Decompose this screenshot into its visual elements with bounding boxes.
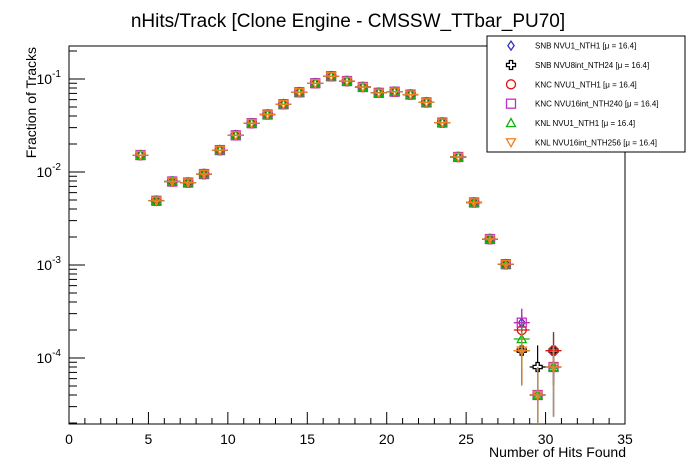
legend-entry: KNC NVU1_NTH1 [μ = 16.4] [505, 79, 637, 90]
legend-label: KNL NVU1_NTH1 [μ = 16.4] [535, 119, 635, 128]
marker-triangle-down [198, 169, 210, 180]
data-point [402, 90, 419, 101]
marker-triangle-down [325, 72, 337, 83]
marker-triangle-down [182, 178, 194, 189]
data-point [211, 145, 228, 156]
marker-triangle-down [341, 76, 353, 87]
legend-entry: KNL NVU16int_NTH256 [μ = 16.4] [505, 138, 657, 149]
data-point [339, 76, 355, 87]
y-tick-label: 10-2 [37, 162, 62, 180]
data-point [291, 88, 308, 99]
legend-entry: KNL NVU1_NTH1 [μ = 16.4] [505, 117, 635, 128]
marker-triangle-down [532, 390, 544, 401]
marker-triangle-up [505, 117, 517, 128]
data-point [196, 169, 212, 180]
data-point [386, 87, 403, 98]
marker-triangle-down [150, 196, 162, 207]
legend-label: KNC NVU1_NTH1 [μ = 16.4] [535, 80, 637, 89]
data-point [450, 152, 467, 163]
marker-triangle-down [230, 131, 242, 142]
legend-box [486, 35, 686, 153]
marker-cross [505, 59, 517, 71]
data-point [354, 82, 371, 93]
x-axis-label: Number of Hits Found [489, 444, 626, 460]
data-point [370, 88, 387, 99]
data-point [180, 178, 197, 189]
data-point [132, 150, 149, 161]
marker-triangle-down [246, 118, 258, 130]
marker-triangle-down [468, 198, 480, 209]
x-tick-label: 35 [617, 431, 633, 447]
legend-entry: SNB NVU1_NTH1 [μ = 16.4] [507, 40, 636, 52]
y-axis-label: Fraction of Tracks [23, 47, 39, 158]
marker-triangle-down [500, 259, 512, 271]
data-point [529, 367, 546, 424]
x-tick-label: 30 [538, 431, 554, 447]
data-point [164, 177, 181, 188]
legend-label: KNC NVU16int_NTH240 [μ = 16.4] [535, 100, 659, 109]
x-tick-label: 15 [299, 431, 315, 447]
marker-diamond [507, 40, 515, 52]
marker-triangle-down [261, 110, 274, 121]
marker-triangle-down [134, 150, 147, 161]
y-tick-label: 10-4 [37, 348, 62, 366]
data-point [434, 118, 451, 129]
x-tick-label: 10 [220, 431, 236, 447]
y-tick-label: 10-1 [37, 69, 62, 87]
data-point [275, 100, 292, 111]
data-point [323, 72, 340, 83]
marker-triangle-down [516, 346, 528, 357]
x-tick-label: 0 [65, 431, 73, 447]
legend-label: SNB NVU8int_NTH24 [μ = 16.4] [535, 61, 649, 70]
marker-triangle-down [547, 362, 560, 373]
axes: 0 5 10 15 20 25 30 35 10-4 10-3 10-2 10-1 [37, 50, 633, 447]
plot-frame [68, 45, 626, 425]
data-point [148, 196, 165, 207]
data-point [513, 332, 530, 386]
marker-triangle-down [404, 90, 417, 101]
marker-triangle-down [293, 88, 305, 99]
series-5 [132, 72, 562, 424]
marker-triangle-down [389, 87, 401, 98]
marker-triangle-down [357, 82, 369, 93]
y-tick-label: 10-3 [37, 255, 62, 273]
marker-triangle-down [420, 98, 433, 109]
data-point [307, 79, 324, 90]
data-point [227, 131, 244, 142]
marker-triangle-down [505, 138, 517, 149]
marker-triangle-down [309, 79, 321, 90]
x-tick-label: 5 [145, 431, 153, 447]
marker-triangle-down [452, 152, 464, 163]
data-point [497, 259, 514, 271]
legend-label: KNL NVU16int_NTH256 [μ = 16.4] [535, 138, 657, 147]
marker-triangle-down [166, 177, 178, 188]
data-point [259, 110, 276, 121]
legend-entry: SNB NVU8int_NTH24 [μ = 16.4] [505, 59, 649, 71]
chart-title: nHits/Track [Clone Engine - CMSSW_TTbar_… [131, 11, 565, 32]
legend: SNB NVU1_NTH1 [μ = 16.4] SNB NVU8int_NTH2… [486, 35, 686, 153]
marker-square [505, 98, 517, 109]
legend-entry: KNC NVU16int_NTH240 [μ = 16.4] [505, 98, 659, 109]
marker-triangle-down [436, 118, 448, 129]
data-point [243, 118, 260, 130]
data-point [466, 198, 483, 209]
legend-label: SNB NVU1_NTH1 [μ = 16.4] [535, 42, 636, 51]
marker-circle [505, 79, 517, 90]
x-tick-label: 20 [379, 431, 395, 447]
marker-triangle-down [277, 100, 290, 111]
x-tick-label: 25 [458, 431, 474, 447]
data-point [418, 98, 435, 109]
data-point [545, 345, 562, 417]
marker-triangle-down [214, 145, 226, 156]
marker-triangle-down [373, 88, 385, 99]
data-points [132, 70, 562, 424]
marker-triangle-down [484, 234, 496, 245]
data-point [482, 234, 498, 245]
